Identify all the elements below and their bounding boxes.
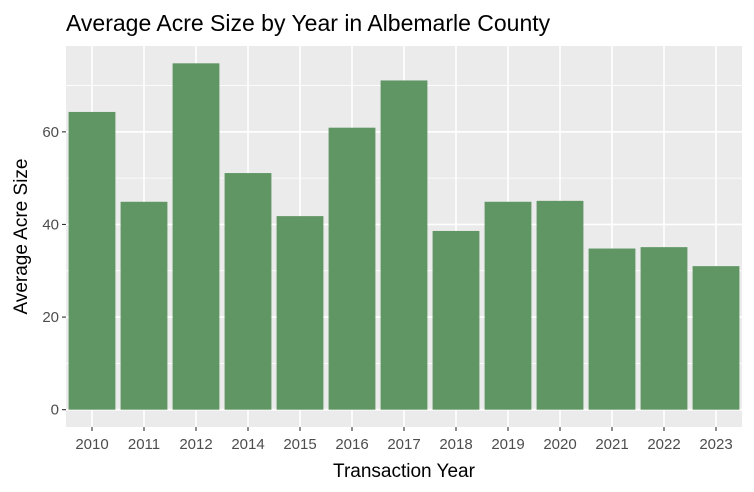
y-axis-title: Average Acre Size [11, 159, 32, 315]
bar-2015 [276, 216, 324, 410]
y-axis: 0 20 40 60 [42, 124, 66, 419]
x-tick-label: 2014 [231, 436, 264, 453]
x-tick-label: 2015 [283, 436, 316, 453]
bar-2011 [120, 201, 168, 410]
x-tick-label: 2012 [179, 436, 212, 453]
y-tick-label: 0 [51, 402, 59, 419]
bar-2018 [432, 230, 480, 410]
x-tick-label: 2017 [387, 436, 420, 453]
bar-2017 [380, 80, 428, 410]
x-tick-label: 2021 [595, 436, 628, 453]
bars [68, 63, 740, 410]
x-tick-label: 2010 [75, 436, 108, 453]
bar-2016 [328, 127, 376, 410]
bar-2020 [536, 200, 584, 410]
bar-2012 [172, 63, 220, 410]
y-tick-label: 20 [42, 309, 59, 326]
x-tick-label: 2023 [699, 436, 732, 453]
x-tick-label: 2019 [491, 436, 524, 453]
x-tick-label: 2020 [543, 436, 576, 453]
bar-2019 [484, 201, 532, 410]
x-axis: 2010 2011 2012 2014 2015 2016 2017 2018 2019 2020… [75, 427, 733, 453]
y-tick-label: 40 [42, 216, 59, 233]
bar-2021 [588, 248, 636, 410]
bar-2023 [692, 266, 740, 410]
bar-2022 [640, 247, 688, 410]
x-tick-label: 2011 [128, 436, 160, 453]
x-tick-label: 2018 [439, 436, 472, 453]
bar-2014 [224, 173, 272, 410]
chart-title: Average Acre Size by Year in Albemarle C… [66, 10, 551, 36]
x-axis-title: Transaction Year [333, 461, 476, 482]
y-tick-label: 60 [42, 124, 59, 141]
x-tick-label: 2022 [647, 436, 680, 453]
x-tick-label: 2016 [335, 436, 368, 453]
bar-2010 [68, 111, 116, 410]
